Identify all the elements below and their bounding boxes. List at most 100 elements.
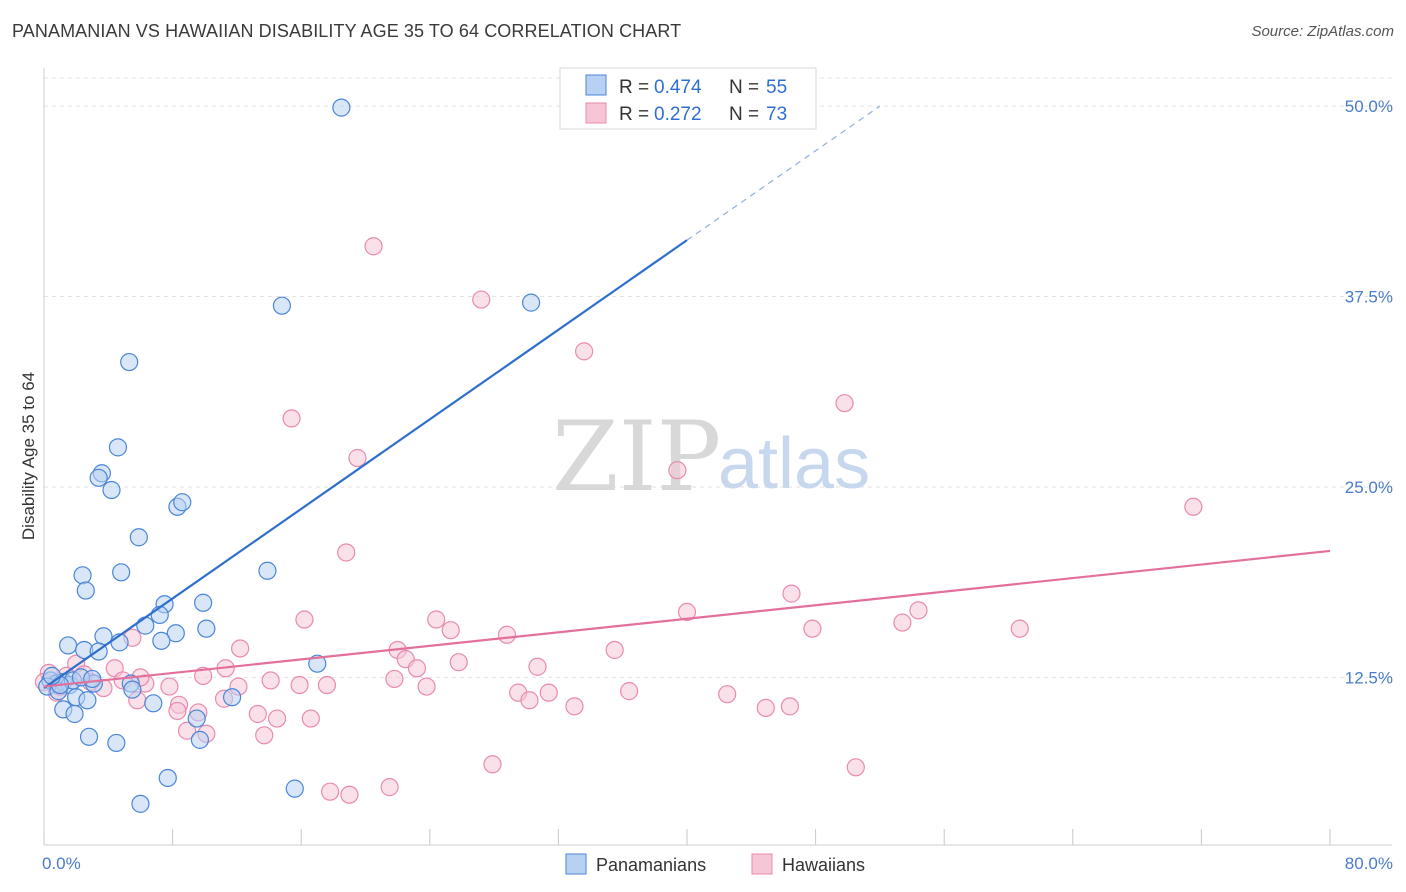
bottom-legend-swatch-blue <box>565 853 587 875</box>
panamanians-point-2 <box>521 293 541 312</box>
hawaiians-point-9 <box>782 584 801 603</box>
hawaiians-point-6 <box>668 461 687 480</box>
hawaiians-point-53 <box>248 704 267 724</box>
panamanians-point-12 <box>112 563 131 582</box>
panamanians-trend-line <box>43 239 688 689</box>
legend-r-value-1: 0.474 <box>654 77 702 98</box>
panamanians-point-49 <box>285 779 304 798</box>
legend-n-value-1: 55 <box>766 77 787 98</box>
hawaiians-point-45 <box>718 685 737 704</box>
hawaiians-point-34 <box>385 669 404 689</box>
hawaiians-point-23 <box>605 640 624 660</box>
bottom-legend: Panamanians Hawaiians <box>565 853 865 875</box>
hawaiians-point-44 <box>620 682 639 701</box>
hawaiians-point-40 <box>317 675 337 695</box>
hawaiians-point-7 <box>1184 497 1203 516</box>
hawaiians-point-32 <box>194 666 213 685</box>
hawaiians-point-16 <box>893 613 912 632</box>
hawaiians-point-65 <box>321 782 340 801</box>
panamanians-point-11 <box>73 566 92 585</box>
panamanians-point-19 <box>197 619 216 638</box>
hawaiians-point-55 <box>565 697 584 716</box>
hawaiians-point-14 <box>441 621 460 640</box>
hawaiians-points <box>34 237 1203 804</box>
panamanians-point-0 <box>332 98 351 117</box>
panamanians-point-45 <box>79 727 99 746</box>
hawaiians-point-11 <box>909 601 928 620</box>
chart-title: PANAMANIAN VS HAWAIIAN DISABILITY AGE 35… <box>12 21 682 41</box>
hawaiians-point-2 <box>575 342 594 361</box>
watermark-atlas: atlas <box>718 424 870 504</box>
panamanians-point-1 <box>272 296 292 315</box>
panamanians-point-39 <box>78 691 97 710</box>
hawaiians-point-66 <box>340 785 359 804</box>
hawaiians-point-63 <box>846 758 865 777</box>
panamanians-point-9 <box>173 493 192 512</box>
panamanians-point-23 <box>59 636 78 655</box>
panamanians-point-16 <box>194 593 213 612</box>
hawaiians-point-10 <box>677 602 697 622</box>
legend-n-label-2: N = <box>729 104 759 125</box>
panamanians-point-7 <box>102 480 121 500</box>
legend-n-label-1: N = <box>729 77 759 98</box>
y-tick-labels: 12.5% 25.0% 37.5% 50.0% <box>1345 97 1393 687</box>
hawaiians-point-24 <box>449 653 468 672</box>
hawaiians-point-17 <box>1010 619 1029 638</box>
panamanians-point-43 <box>187 709 206 728</box>
hawaiians-point-41 <box>417 677 436 696</box>
panamanians-point-18 <box>136 616 155 635</box>
legend-r-label-2: R = <box>619 104 649 125</box>
hawaiians-point-33 <box>261 671 280 690</box>
hawaiians-point-49 <box>520 691 539 710</box>
y-axis-label: Disability Age 35 to 64 <box>19 372 38 540</box>
panamanians-points <box>38 98 541 813</box>
hawaiians-point-15 <box>803 619 822 638</box>
panamanians-point-38 <box>123 680 142 699</box>
panamanians-point-22 <box>152 631 171 650</box>
hawaiians-point-18 <box>497 625 517 644</box>
legend-r-label-1: R = <box>619 77 649 98</box>
hawaiians-point-12 <box>295 610 314 629</box>
panamanians-point-3 <box>120 352 139 372</box>
panamanians-point-13 <box>258 561 277 580</box>
hawaiians-trend-line <box>43 549 1331 688</box>
hawaiians-point-39 <box>290 675 309 695</box>
hawaiians-point-28 <box>407 659 427 678</box>
panamanians-point-46 <box>107 733 126 753</box>
hawaiians-point-62 <box>483 755 502 774</box>
y-tick-label-3: 50.0% <box>1345 97 1393 116</box>
watermark-zip: ZIP <box>552 401 721 513</box>
panamanians-point-50 <box>131 794 150 813</box>
y-tick-label-2: 37.5% <box>1345 288 1393 307</box>
hawaiians-point-59 <box>177 721 197 740</box>
grid-lines <box>44 77 1392 678</box>
panamanians-point-54 <box>83 669 102 689</box>
panamanians-point-14 <box>76 581 95 600</box>
bottom-legend-label-panamanians: Panamanians <box>596 855 706 875</box>
hawaiians-point-4 <box>282 409 301 428</box>
hawaiians-point-61 <box>255 726 274 745</box>
hawaiians-point-1 <box>472 290 491 309</box>
panamanians-point-21 <box>166 624 185 643</box>
hawaiians-point-20 <box>231 639 250 658</box>
y-tick-label-1: 25.0% <box>1345 478 1393 497</box>
panamanians-point-6 <box>89 468 108 487</box>
panamanians-point-17 <box>150 605 169 625</box>
hawaiians-point-29 <box>528 657 547 676</box>
hawaiians-point-43 <box>539 683 558 702</box>
x-ticks <box>43 829 1331 845</box>
panamanians-point-44 <box>222 688 242 707</box>
bottom-legend-swatch-pink <box>751 853 773 875</box>
x-tick-label-max: 80.0% <box>1345 854 1393 873</box>
hawaiians-point-5 <box>348 448 367 468</box>
panamanians-point-41 <box>65 704 84 724</box>
panamanians-point-10 <box>129 528 148 547</box>
hawaiians-point-54 <box>267 709 287 728</box>
hawaiians-point-37 <box>160 677 179 696</box>
hawaiians-point-56 <box>756 698 775 717</box>
legend-box: R = 0.474 N = 55 R = 0.272 N = 73 <box>559 67 817 130</box>
legend-n-value-2: 73 <box>766 104 787 125</box>
y-tick-label-0: 12.5% <box>1345 668 1393 687</box>
hawaiians-point-8 <box>337 543 356 562</box>
